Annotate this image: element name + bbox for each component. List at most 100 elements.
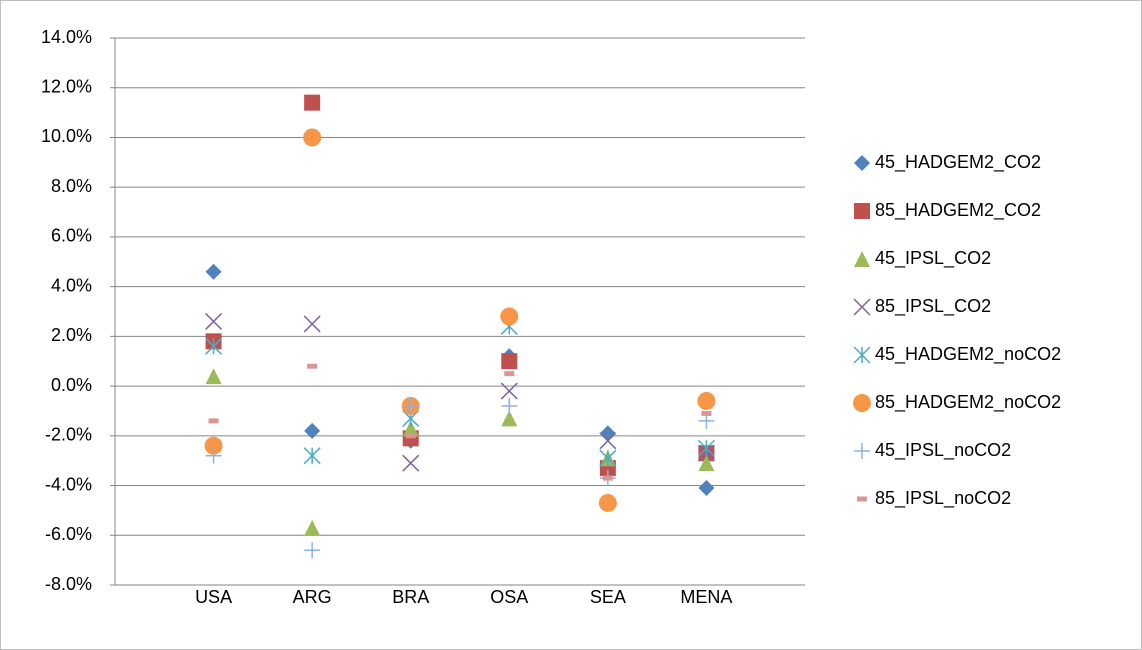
marker — [208, 418, 219, 424]
marker — [602, 475, 613, 481]
marker-shape — [304, 519, 321, 536]
marker-shape — [698, 480, 715, 497]
y-tick-label: 6.0% — [51, 226, 92, 246]
legend-marker — [853, 394, 871, 412]
marker-shape — [599, 449, 617, 467]
marker — [304, 519, 321, 536]
marker-shape — [602, 475, 613, 481]
marker-shape — [304, 422, 321, 439]
marker-shape — [304, 94, 321, 111]
marker-shape — [701, 410, 712, 416]
y-tick-label: 10.0% — [41, 126, 92, 146]
marker — [701, 410, 712, 416]
marker-shape — [698, 455, 715, 472]
marker — [402, 397, 419, 414]
legend-marker — [853, 298, 871, 316]
marker — [504, 371, 515, 377]
legend-label: 85_IPSL_noCO2 — [875, 488, 1011, 509]
marker — [405, 433, 416, 439]
marker — [304, 542, 321, 559]
marker — [697, 392, 716, 411]
legend-marker — [853, 346, 871, 364]
marker — [402, 420, 419, 437]
marker — [205, 312, 223, 330]
marker-shape — [854, 251, 870, 267]
marker — [697, 439, 715, 457]
marker — [598, 493, 617, 512]
legend-marker — [857, 496, 867, 502]
marker-shape — [402, 420, 419, 437]
marker-shape — [854, 203, 870, 219]
marker — [303, 447, 321, 465]
x-tick-label: USA — [195, 587, 232, 607]
marker — [698, 455, 715, 472]
marker-shape — [303, 315, 321, 333]
marker — [501, 353, 518, 370]
marker-shape — [205, 368, 222, 385]
marker — [303, 128, 322, 147]
marker-shape — [857, 496, 867, 502]
marker-shape — [697, 392, 716, 411]
marker — [205, 337, 223, 355]
marker — [304, 94, 321, 111]
marker-shape — [697, 439, 715, 457]
marker-shape — [303, 128, 322, 147]
legend-marker — [854, 155, 870, 171]
marker-shape — [402, 397, 419, 414]
y-tick-label: 2.0% — [51, 325, 92, 345]
marker — [501, 397, 518, 414]
y-tick-label: 12.0% — [41, 76, 92, 96]
legend-label: 45_IPSL_CO2 — [875, 248, 991, 269]
legend-label: 45_IPSL_noCO2 — [875, 440, 1011, 461]
marker-shape — [501, 397, 518, 414]
marker — [303, 315, 321, 333]
marker — [501, 410, 518, 427]
marker-shape — [402, 454, 420, 472]
legend-label: 45_HADGEM2_noCO2 — [875, 344, 1061, 365]
x-tick-label: MENA — [680, 587, 732, 607]
marker-shape — [204, 436, 223, 455]
legend-label: 45_HADGEM2_CO2 — [875, 152, 1041, 173]
marker — [307, 363, 318, 369]
marker-shape — [599, 432, 617, 450]
marker-shape — [500, 307, 519, 326]
y-tick-label: 14.0% — [41, 27, 92, 47]
legend-label: 85_HADGEM2_noCO2 — [875, 392, 1061, 413]
y-tick-label: 8.0% — [51, 176, 92, 196]
marker-shape — [307, 363, 318, 369]
legend-label: 85_HADGEM2_CO2 — [875, 200, 1041, 221]
y-tick-label: -2.0% — [45, 425, 92, 445]
marker-shape — [504, 371, 515, 377]
y-tick-label: 4.0% — [51, 275, 92, 295]
y-tick-label: -6.0% — [45, 524, 92, 544]
marker-shape — [500, 382, 518, 400]
y-tick-label: -8.0% — [45, 574, 92, 594]
legend-marker — [854, 203, 870, 219]
marker-shape — [303, 447, 321, 465]
marker-shape — [205, 447, 222, 464]
marker-shape — [501, 353, 518, 370]
marker-shape — [598, 493, 617, 512]
marker-shape — [205, 312, 223, 330]
x-tick-label: ARG — [293, 587, 332, 607]
marker — [500, 382, 518, 400]
marker — [698, 480, 715, 497]
marker-shape — [304, 542, 321, 559]
marker — [204, 436, 223, 455]
x-tick-label: SEA — [590, 587, 626, 607]
marker-shape — [853, 346, 871, 364]
y-tick-label: 0.0% — [51, 375, 92, 395]
marker-shape — [853, 394, 871, 412]
x-tick-label: BRA — [392, 587, 429, 607]
marker — [599, 449, 617, 467]
y-tick-label: -4.0% — [45, 474, 92, 494]
marker-shape — [854, 155, 870, 171]
marker-shape — [205, 263, 222, 280]
marker — [500, 307, 519, 326]
legend-label: 85_IPSL_CO2 — [875, 296, 991, 317]
marker-shape — [854, 443, 870, 459]
marker-shape — [205, 337, 223, 355]
